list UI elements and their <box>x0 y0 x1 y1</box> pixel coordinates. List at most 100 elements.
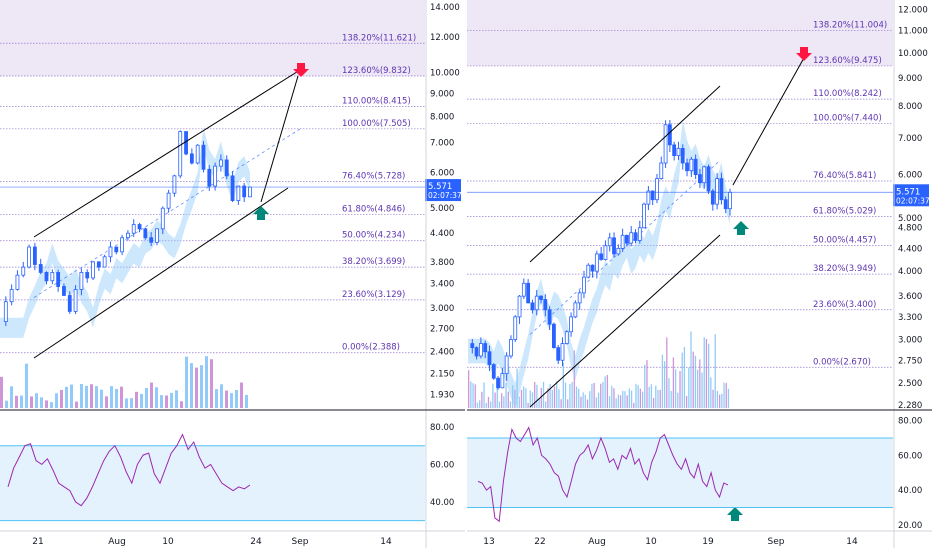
candle-body <box>27 246 31 268</box>
candle-body <box>478 343 483 357</box>
volume-bar <box>496 386 498 408</box>
candle-body <box>513 316 518 340</box>
candle-body <box>120 237 124 253</box>
volume-bar <box>474 384 476 408</box>
candle-body <box>114 246 119 253</box>
volume-bar <box>688 367 690 408</box>
volume-bar <box>503 396 505 408</box>
volume-bar <box>707 343 710 408</box>
candle-body <box>676 147 681 156</box>
volume-bar <box>170 392 173 408</box>
volume-bar <box>611 385 613 408</box>
volume-bar <box>637 385 639 408</box>
candle-body <box>543 299 548 311</box>
candle-body <box>582 276 586 294</box>
price-tick-label: 14.000 <box>430 3 460 13</box>
volume-bar <box>696 369 699 408</box>
rsi-tick-label: 80.00 <box>898 417 922 427</box>
candle-body <box>616 248 621 255</box>
volume-bar <box>584 394 586 408</box>
candle-body <box>642 203 646 229</box>
candle-body <box>248 186 252 198</box>
time-tick-label: 24 <box>250 537 262 547</box>
price-tick-label: 2.400 <box>430 348 454 358</box>
channel-lower-line <box>33 187 289 359</box>
candle-body <box>672 144 677 156</box>
candle-body <box>207 168 212 187</box>
volume-bar <box>670 390 672 408</box>
volume-bar <box>40 397 43 408</box>
candle-body <box>719 178 724 201</box>
volume-bar <box>571 381 573 408</box>
volume-bar <box>602 381 604 408</box>
volume-bar <box>569 383 571 408</box>
candle-body <box>517 295 522 318</box>
price-tick-label: 2.750 <box>898 356 922 366</box>
candle-body <box>693 158 698 176</box>
volume-bar <box>115 388 118 408</box>
volume-bar <box>710 377 712 408</box>
volume-bar <box>639 388 642 408</box>
volume-bar <box>716 391 719 408</box>
candle-body <box>172 175 177 194</box>
volume-bar <box>703 337 705 408</box>
candle-body <box>650 190 655 201</box>
volume-bar <box>578 388 580 408</box>
volume-bar <box>501 393 503 408</box>
volume-bar <box>215 389 218 408</box>
volume-bar <box>518 396 520 408</box>
volume-bar <box>25 363 28 408</box>
price-tick-label: 4.400 <box>898 244 922 254</box>
volume-bar <box>507 391 509 408</box>
candle-body <box>56 272 61 287</box>
price-tick-label: 6.000 <box>430 169 454 179</box>
volume-bar <box>648 386 650 408</box>
fib-extension-band <box>467 0 893 66</box>
volume-bar <box>597 392 600 408</box>
volume-bar <box>476 402 479 408</box>
candle-body <box>706 166 711 192</box>
fib-level-label: 100.00%(7.440) <box>813 113 882 123</box>
candle-body <box>710 190 715 205</box>
volume-bar <box>235 389 238 408</box>
time-tick-label: 22 <box>534 537 545 547</box>
volume-bar <box>35 393 38 408</box>
candle-body <box>663 124 668 164</box>
volume-bar <box>635 383 637 408</box>
candle-body <box>230 175 235 201</box>
channel-upper-line <box>529 85 721 263</box>
volume-bar <box>617 394 620 408</box>
green-up-arrow-icon <box>733 221 749 235</box>
volume-bar <box>538 398 540 408</box>
current-price-label: 5.571 <box>428 182 452 192</box>
fib-level-label: 138.20%(11.004) <box>813 20 887 30</box>
candle-body <box>715 178 720 205</box>
rsi-tick-label: 60.00 <box>430 460 454 470</box>
time-tick-label: 19 <box>702 537 714 547</box>
fib-level-label: 61.80%(5.029) <box>813 207 876 217</box>
time-tick-label: 21 <box>32 537 43 547</box>
volume-bar <box>245 394 248 408</box>
rsi-tick-label: 40.00 <box>430 498 454 508</box>
candle-body <box>201 144 206 170</box>
candle-body <box>131 224 136 234</box>
candle-body <box>483 343 488 353</box>
fib-level-label: 138.20%(11.621) <box>342 33 416 43</box>
volume-bar <box>505 382 507 408</box>
time-tick-label: 13 <box>483 537 494 547</box>
price-tick-label: 3.000 <box>430 304 454 314</box>
volume-bar <box>589 391 591 408</box>
candle-body <box>577 292 582 304</box>
countdown-label: 02:07:37 <box>428 191 462 200</box>
candle-body <box>629 232 634 244</box>
volume-bar <box>520 389 523 408</box>
candle-body <box>73 289 78 312</box>
candle-body <box>612 237 616 255</box>
volume-bar <box>547 388 549 408</box>
volume-bar <box>20 395 23 408</box>
volume-bar <box>593 382 595 408</box>
volume-bar <box>135 391 138 408</box>
candle-body <box>655 178 659 201</box>
volume-bar <box>50 402 53 408</box>
